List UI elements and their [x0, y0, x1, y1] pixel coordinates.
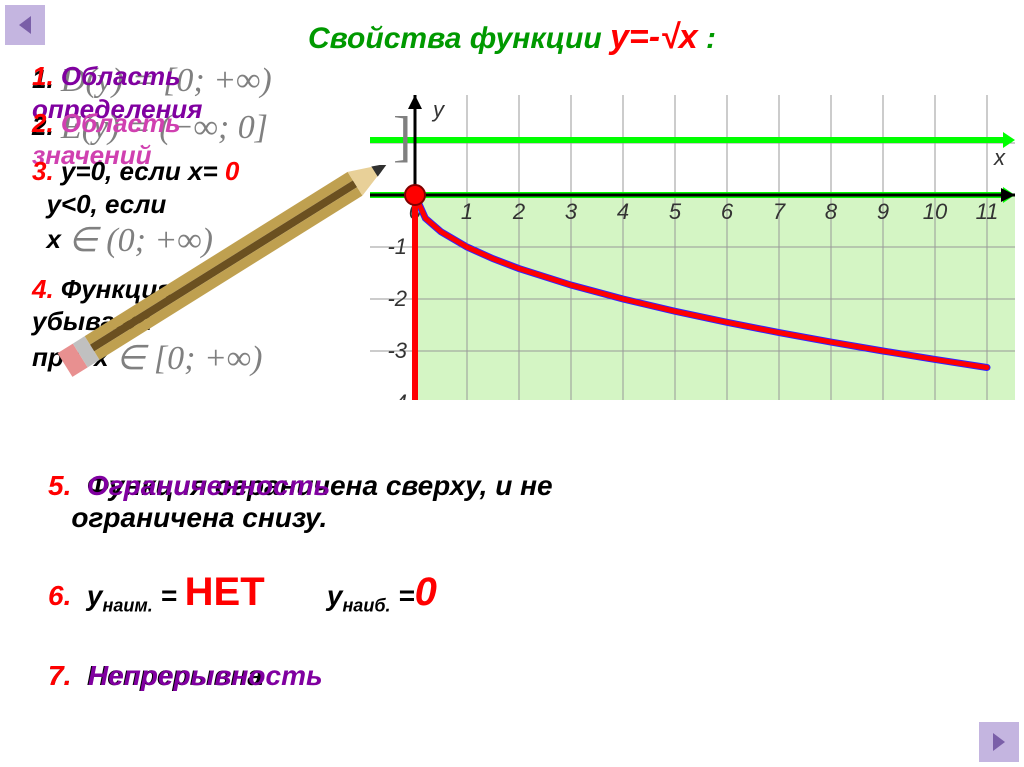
title-prefix: Свойства функции	[308, 22, 610, 55]
title-formula: у=-√х	[610, 18, 698, 56]
svg-text:8: 8	[825, 199, 838, 224]
svg-text:-2: -2	[387, 286, 407, 311]
svg-text:х: х	[993, 145, 1006, 170]
svg-text:-3: -3	[387, 338, 407, 363]
nav-next-button[interactable]	[979, 722, 1019, 762]
prop-7: 7. 7. Непрерывность Непрерывна	[48, 660, 263, 692]
svg-text:-1: -1	[387, 234, 407, 259]
svg-text:5: 5	[669, 199, 682, 224]
ymax-sub: наиб.	[342, 596, 390, 616]
svg-text:3: 3	[565, 199, 578, 224]
svg-text:6: 6	[721, 199, 734, 224]
svg-text:4: 4	[617, 199, 629, 224]
prop-4: 4. Функция убывает при х ∈ [0; +∞)	[32, 273, 372, 381]
svg-text:1: 1	[461, 199, 473, 224]
prop-5: 5. Ограниченность 5. Функция ограничена …	[48, 470, 553, 534]
svg-text:9: 9	[877, 199, 889, 224]
page-title: Свойства функции у=-√х :	[0, 18, 1024, 57]
svg-text:10: 10	[923, 199, 948, 224]
svg-text:-4: -4	[387, 390, 407, 400]
properties-list: 1. Область определения 1. D(y) = [0; +∞)…	[32, 60, 372, 382]
ymin-sub: наим.	[103, 596, 153, 616]
svg-text:2: 2	[512, 199, 525, 224]
title-suffix: :	[706, 22, 716, 55]
prop-3: 3. у=0, если х= 0 у<0, если х ∈ (0; +∞)	[32, 155, 372, 263]
svg-text:]: ]	[393, 106, 412, 168]
svg-text:11: 11	[976, 199, 999, 224]
prop-2: 2. Область значений 2. E(y) = (−∞; 0]	[32, 107, 372, 150]
prop-1: 1. Область определения 1. D(y) = [0; +∞)	[32, 60, 372, 103]
svg-text:7: 7	[773, 199, 786, 224]
triangle-right-icon	[987, 730, 1011, 754]
svg-text:у: у	[431, 97, 446, 122]
prop-6: 6. унаим. = НЕТ унаиб. =0	[48, 570, 437, 617]
function-chart: ух01234567891011-1-2-3-4 ]	[370, 95, 1015, 400]
